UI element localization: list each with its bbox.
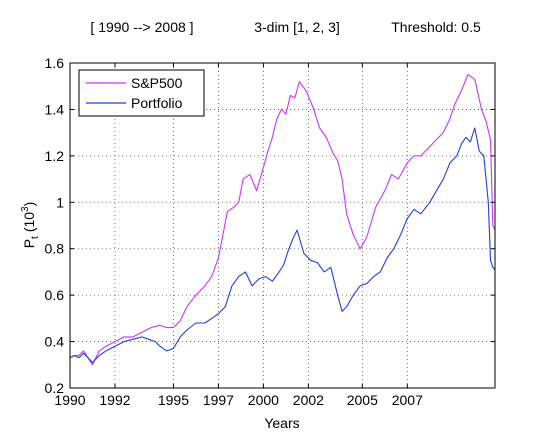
y-tick-label: 0.2 (45, 380, 65, 396)
series-line-portfolio (69, 127, 496, 364)
y-label-sub: t (30, 236, 41, 239)
y-tick-label: 0.6 (45, 287, 65, 303)
x-tick-label: 2002 (293, 392, 324, 408)
header-range-label: [ 1990 --> 2008 ] (90, 19, 193, 35)
header-dim-label: 3-dim [1, 2, 3] (254, 19, 340, 35)
y-label-unit: (10 (21, 212, 37, 232)
y-label-close: ) (21, 202, 37, 207)
y-tick-label: 0.4 (45, 334, 65, 350)
grid-layer (70, 63, 495, 388)
y-label-main: P (21, 239, 37, 248)
legend: S&P500 Portfolio (78, 69, 205, 117)
y-label-exp: 3 (20, 206, 31, 212)
series-line-sp500 (69, 74, 496, 366)
series-layer (69, 74, 496, 366)
x-tick-label: 2005 (347, 392, 378, 408)
x-tick-label: 1992 (99, 392, 130, 408)
y-axis-label: Pt (103) (20, 202, 41, 249)
plot-frame (69, 62, 496, 389)
header-threshold-label: Threshold: 0.5 (391, 19, 481, 35)
x-axis-label: Years (264, 415, 299, 431)
x-tick-label: 1997 (203, 392, 234, 408)
y-tick-label: 0.8 (45, 241, 65, 257)
y-tick-label: 1.6 (45, 55, 65, 71)
x-tick-label: 1990 (54, 392, 85, 408)
legend-box (78, 69, 205, 117)
x-tick-label: 1995 (158, 392, 189, 408)
legend-label-portfolio: Portfolio (131, 95, 183, 111)
legend-label-sp500: S&P500 (131, 75, 183, 91)
svg-text:Pt(103): Pt (103) (20, 202, 41, 249)
tick-layer: 1990 1992 1995 1997 2000 2002 2005 2007 0.2 0.4 0.… (45, 55, 495, 408)
x-tick-label: 2007 (392, 392, 423, 408)
y-tick-label: 1.4 (45, 101, 65, 117)
plot-area (70, 63, 495, 388)
y-tick-label: 1 (56, 194, 64, 210)
x-tick-label: 2000 (248, 392, 279, 408)
y-tick-label: 1.2 (45, 148, 65, 164)
